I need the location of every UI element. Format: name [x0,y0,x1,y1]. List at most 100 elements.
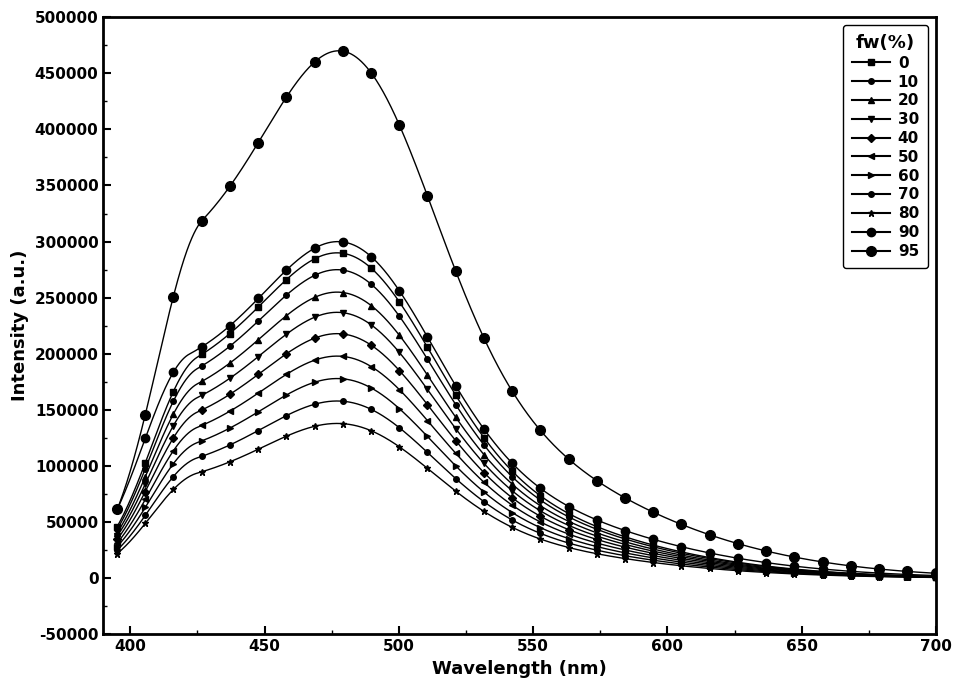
10 [820,568,832,576]
90 [332,238,344,246]
Line: 30: 30 [117,312,936,577]
10 [619,535,631,543]
40 [465,454,477,462]
95 [332,47,344,55]
80 [820,571,832,579]
70 [332,397,344,405]
30 [112,532,123,540]
Line: 90: 90 [117,242,936,575]
Line: 0: 0 [117,253,936,577]
30 [820,569,832,577]
50 [773,567,785,575]
Line: 40: 40 [117,333,936,577]
30 [619,540,631,548]
0 [332,249,344,257]
20 [465,434,477,442]
50 [193,423,204,431]
50 [465,465,477,473]
95 [930,569,942,577]
80 [930,573,942,582]
20 [193,380,204,388]
50 [332,352,344,360]
40 [619,543,631,551]
Line: 95: 95 [117,51,936,573]
Line: 60: 60 [117,378,936,577]
90 [930,571,942,579]
Line: 70: 70 [117,401,936,577]
20 [930,573,942,581]
0 [820,568,832,576]
X-axis label: Wavelength (nm): Wavelength (nm) [432,660,607,678]
90 [773,560,785,568]
95 [773,550,785,558]
20 [820,568,832,577]
10 [112,525,123,533]
60 [193,438,204,446]
70 [773,568,785,577]
20 [773,565,785,573]
30 [193,393,204,402]
50 [930,573,942,582]
60 [773,568,785,576]
90 [193,345,204,353]
Line: 80: 80 [117,424,936,577]
0 [331,249,343,257]
40 [930,573,942,581]
95 [619,494,631,502]
60 [465,476,477,484]
0 [465,415,477,423]
60 [619,548,631,557]
60 [930,573,942,582]
40 [112,535,123,544]
70 [820,570,832,579]
70 [193,453,204,462]
0 [773,564,785,572]
10 [193,364,204,372]
50 [112,539,123,547]
Line: 10: 10 [117,269,936,577]
95 [820,559,832,567]
20 [619,538,631,546]
80 [773,569,785,577]
80 [193,469,204,477]
80 [112,550,123,558]
90 [112,505,123,513]
60 [112,542,123,551]
40 [331,329,343,338]
90 [619,526,631,535]
80 [332,420,344,428]
70 [619,552,631,560]
60 [331,374,343,382]
20 [331,288,343,296]
30 [930,573,942,581]
90 [465,406,477,414]
50 [619,546,631,554]
10 [332,265,344,274]
50 [331,352,343,360]
70 [930,573,942,582]
0 [930,573,942,581]
0 [619,533,631,541]
10 [465,423,477,431]
70 [465,487,477,495]
Y-axis label: Intensity (a.u.): Intensity (a.u.) [12,250,29,402]
0 [112,522,123,531]
40 [332,329,344,338]
70 [112,546,123,554]
90 [332,238,344,246]
30 [773,566,785,574]
40 [773,566,785,575]
95 [333,47,345,55]
60 [332,374,344,382]
10 [930,573,942,581]
10 [331,265,343,274]
80 [465,498,477,506]
80 [331,420,343,428]
30 [465,444,477,452]
80 [619,555,631,563]
40 [820,569,832,577]
95 [193,222,204,230]
40 [193,408,204,416]
95 [465,304,477,312]
30 [332,308,344,316]
